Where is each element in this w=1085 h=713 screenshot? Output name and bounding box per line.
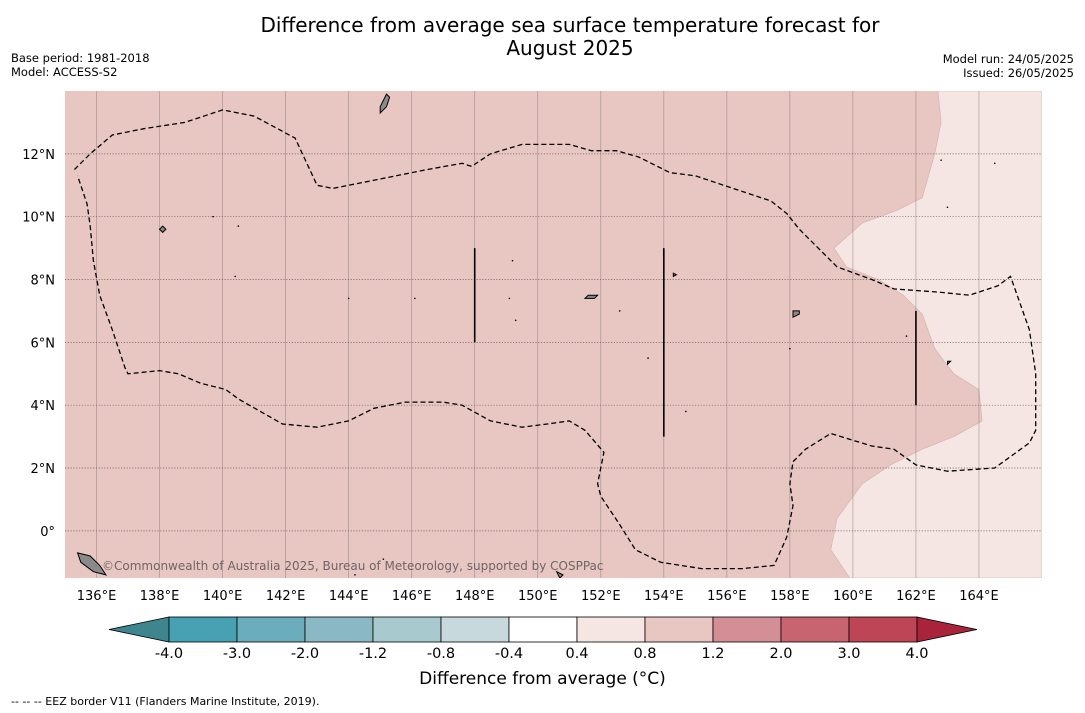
anomaly-fill-east (830, 91, 1042, 578)
footnote: -- -- -- EEZ border V11 (Flanders Marine… (11, 695, 320, 708)
colorbar-tick-label: -0.4 (495, 646, 523, 662)
model-label: Model: ACCESS-S2 (11, 65, 118, 79)
colorbar-tick-label: 1.2 (701, 646, 724, 662)
colorbar-tick-label: -1.2 (359, 646, 387, 662)
map-title: Difference from average sea surface temp… (170, 14, 970, 60)
attribution-text: ©Commonwealth of Australia 2025, Bureau … (102, 559, 604, 573)
lon-tick-label: 138°E (140, 589, 180, 604)
lon-tick-label: 156°E (707, 589, 747, 604)
lon-tick-label: 164°E (959, 589, 999, 604)
base-period-label: Base period: 1981-2018 (11, 51, 150, 65)
colorbar-tick-label: 0.8 (633, 646, 656, 662)
colorbar-segment (236, 616, 306, 643)
colorbar-tick-label: -3.0 (223, 646, 251, 662)
island (672, 272, 678, 278)
map-title-line1: Difference from average sea surface temp… (260, 13, 880, 37)
lat-tick-label: 10°N (22, 211, 55, 226)
lon-tick-label: 158°E (770, 589, 810, 604)
map-layer: ©Commonwealth of Australia 2025, Bureau … (22, 91, 1042, 604)
colorbar-tick-label: 0.4 (565, 646, 588, 662)
islet (511, 259, 514, 262)
islet (234, 275, 236, 278)
lat-tick-label: 8°N (31, 274, 56, 289)
lon-tick-label: 146°E (392, 589, 432, 604)
islet (382, 558, 385, 560)
lon-tick-label: 144°E (329, 589, 369, 604)
island (792, 310, 800, 319)
island (555, 570, 564, 578)
islet (789, 347, 791, 350)
islet (993, 162, 996, 165)
meta-left: Base period: 1981-2018 Model: ACCESS-S2 (11, 51, 150, 79)
lon-tick-label: 140°E (203, 589, 243, 604)
lon-tick-label: 136°E (77, 589, 117, 604)
colorbar-segment (644, 616, 714, 643)
lon-tick-label: 150°E (518, 589, 558, 604)
colorbar-segment (848, 616, 918, 643)
colorbar: -4.0 -3.0 -2.0 -1.2 -0.8 -0.4 0.4 0.8 1.2 2.0 3.0 4… (108, 616, 978, 662)
island (583, 294, 599, 299)
islet (508, 297, 511, 300)
lon-tick-label: 148°E (455, 589, 495, 604)
issued-label: Issued: 26/05/2025 (963, 66, 1074, 80)
islet (347, 297, 350, 300)
meta-right: Model run: 24/05/2025 Issued: 26/05/2025 (943, 52, 1074, 80)
colorbar-segment (780, 616, 850, 643)
colorbar-segment (304, 616, 374, 643)
islet (414, 297, 416, 300)
colorbar-label: Difference from average (°C) (419, 669, 666, 689)
islet (685, 410, 687, 413)
lon-tick-label: 142°E (266, 589, 306, 604)
island (947, 360, 952, 366)
colorbar-tick-label: -2.0 (291, 646, 319, 662)
colorbar-segment (576, 616, 646, 643)
map-plot-area: ©Commonwealth of Australia 2025, Bureau … (65, 91, 1042, 578)
island (158, 225, 167, 234)
islet (940, 159, 942, 161)
colorbar-tick-label: 3.0 (837, 646, 860, 662)
lat-tick-label: 4°N (31, 399, 56, 414)
lon-tick-label: 160°E (833, 589, 873, 604)
islet (237, 225, 240, 227)
lat-tick-label: 2°N (31, 462, 56, 477)
islet (946, 206, 949, 209)
colorbar-under-arrow (108, 616, 170, 643)
model-run-label: Model run: 24/05/2025 (942, 52, 1074, 66)
lon-tick-label: 154°E (644, 589, 684, 604)
colorbar-segment (508, 616, 578, 643)
islet (354, 574, 356, 576)
colorbar-tick-label: 4.0 (905, 646, 928, 662)
map-title-line2: August 2025 (506, 36, 634, 60)
islet (647, 357, 649, 359)
islet (618, 310, 621, 312)
lat-tick-label: 6°N (31, 336, 56, 351)
island (379, 93, 391, 115)
lon-tick-label: 162°E (896, 589, 936, 604)
colorbar-segment (712, 616, 782, 643)
islet (212, 215, 214, 218)
colorbar-segment (440, 616, 510, 643)
colorbar-segment (372, 616, 442, 643)
colorbar-tick-label: -4.0 (155, 646, 183, 662)
lon-tick-label: 152°E (581, 589, 621, 604)
island (76, 552, 108, 576)
lat-tick-label: 0° (40, 525, 55, 540)
colorbar-segment (168, 616, 238, 643)
islet (905, 335, 908, 337)
colorbar-tick-label: -0.8 (427, 646, 455, 662)
colorbar-tick-label: 2.0 (769, 646, 792, 662)
lat-tick-label: 12°N (22, 148, 55, 163)
islet (514, 319, 517, 322)
colorbar-over-arrow (916, 616, 978, 643)
